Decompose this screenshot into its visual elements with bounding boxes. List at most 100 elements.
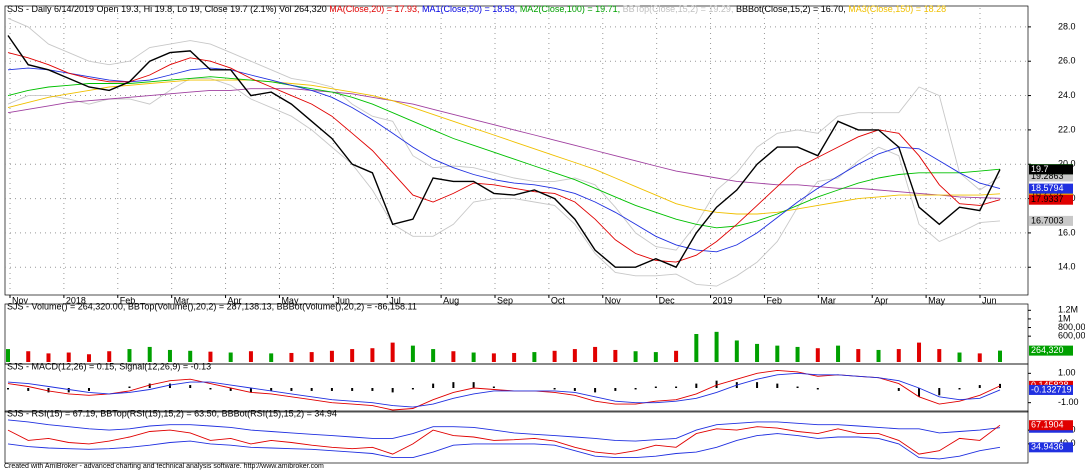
- y-tick-label: 24.0: [1058, 90, 1076, 100]
- series-line: [7, 52, 1001, 263]
- histogram-bar: [27, 388, 30, 391]
- last-value-label: 17.9337: [1031, 194, 1064, 204]
- volume-bar: [248, 351, 253, 362]
- last-value-label: 16.7003: [1031, 215, 1064, 225]
- last-value-label: -0.132719: [1031, 384, 1072, 394]
- histogram-bar: [594, 388, 597, 393]
- histogram-bar: [452, 382, 455, 388]
- histogram-bar: [411, 388, 414, 390]
- volume-bar: [228, 352, 233, 362]
- volume-bar: [815, 348, 820, 362]
- panel-title: SJS - MACD(12,26) = 0.15, Signal(12,26,9…: [7, 361, 211, 371]
- histogram-bar: [776, 383, 779, 388]
- volume-bar: [471, 352, 476, 362]
- last-value-box: [1029, 215, 1073, 226]
- histogram-bar: [918, 388, 921, 397]
- histogram-bar: [938, 388, 941, 396]
- x-tick-label: Apr: [874, 295, 888, 305]
- title-part: SJS - Daily 6/14/2019 Open 19.3, Hi 19.8…: [7, 4, 329, 14]
- y-tick-label: 1.00: [1058, 368, 1076, 378]
- histogram-bar: [391, 388, 394, 393]
- volume-bar: [512, 352, 517, 362]
- histogram-bar: [958, 388, 961, 390]
- series-line: [7, 372, 1001, 408]
- x-tick-label: May: [281, 295, 299, 305]
- volume-bar: [613, 349, 618, 362]
- volume-bar: [6, 349, 10, 362]
- volume-bar: [329, 350, 334, 362]
- volume-bar: [451, 351, 456, 362]
- y-tick-label: 16.0: [1058, 227, 1076, 237]
- histogram-bar: [330, 388, 333, 391]
- y-tick-label: 14.0: [1058, 262, 1076, 272]
- volume-bar: [491, 353, 496, 362]
- histogram-bar: [756, 382, 759, 388]
- x-tick-label: 2019: [713, 295, 733, 305]
- series-line: [7, 35, 1001, 269]
- y-tick-label: 1.2M: [1058, 305, 1078, 315]
- volume-bar: [370, 348, 375, 362]
- volume-bar: [734, 340, 739, 362]
- last-value-box: [1029, 194, 1073, 205]
- panel-title: SJS - RSI(15) = 67.19, BBTop(RSI(15),15,…: [7, 408, 337, 418]
- x-tick-label: Jul: [389, 295, 401, 305]
- x-tick-label: Mar: [820, 295, 836, 305]
- histogram-bar: [371, 388, 374, 391]
- x-tick-label: Nov: [605, 295, 622, 305]
- volume-bar: [998, 350, 1002, 362]
- series-line: [7, 17, 1001, 251]
- last-value-box: [1029, 345, 1073, 356]
- histogram-bar: [87, 388, 90, 391]
- title-part: BBBot(Close,15,2) = 16.70,: [736, 4, 848, 14]
- title-part: MA(Close,20) = 17.93,: [329, 4, 422, 14]
- histogram-bar: [209, 388, 212, 390]
- histogram-bar: [675, 386, 678, 388]
- histogram-bar: [897, 388, 900, 391]
- histogram-bar: [553, 388, 556, 390]
- last-value-box: [1029, 442, 1073, 453]
- series-line: [7, 419, 1001, 442]
- volume-bar: [836, 345, 841, 362]
- histogram-bar: [7, 388, 9, 390]
- last-value-box: [1029, 171, 1073, 182]
- last-value-label: 34.9436: [1031, 442, 1064, 452]
- y-tick-label: 800,000: [1058, 322, 1085, 332]
- volume-bar: [755, 343, 760, 362]
- histogram-bar: [270, 388, 273, 391]
- volume-bar: [957, 352, 962, 362]
- volume-bar: [147, 346, 152, 362]
- x-tick-label: Apr: [228, 295, 242, 305]
- footer: Created with AmiBroker - advanced charti…: [4, 463, 324, 470]
- volume-bar: [127, 349, 132, 362]
- last-value-box: [1029, 164, 1073, 175]
- volume-bar: [552, 350, 557, 362]
- histogram-bar: [796, 386, 799, 388]
- series-line: [7, 76, 1001, 229]
- histogram-bar: [978, 385, 981, 388]
- y-tick-label: 600,000: [1058, 331, 1085, 341]
- histogram-bar: [168, 383, 171, 388]
- y-tick-label: 26.0: [1058, 56, 1076, 66]
- histogram-bar: [47, 388, 50, 393]
- histogram-bar: [290, 388, 293, 391]
- volume-bar: [86, 354, 91, 362]
- histogram-bar: [189, 385, 192, 388]
- volume-bar: [775, 345, 780, 362]
- y-tick-label: 1M: [1058, 313, 1071, 323]
- volume-bar: [167, 349, 172, 362]
- x-tick-label: Feb: [120, 295, 136, 305]
- series-line: [7, 88, 1001, 199]
- volume-bar: [977, 353, 982, 362]
- x-tick-label: Aug: [443, 295, 459, 305]
- volume-bar: [653, 352, 658, 362]
- title-part: MA2(Close,100) = 19.71,: [520, 4, 623, 14]
- panel-title: SJS - Volume() = 264,320.00, BBTop(Volum…: [7, 301, 417, 311]
- x-tick-label: Dec: [659, 295, 676, 305]
- histogram-bar: [310, 388, 313, 391]
- last-value-box: [1029, 420, 1073, 431]
- panel-frame: [4, 410, 1029, 464]
- volume-bar: [208, 351, 213, 362]
- volume-bar: [714, 331, 719, 362]
- volume-bar: [674, 350, 679, 362]
- histogram-bar: [67, 388, 70, 393]
